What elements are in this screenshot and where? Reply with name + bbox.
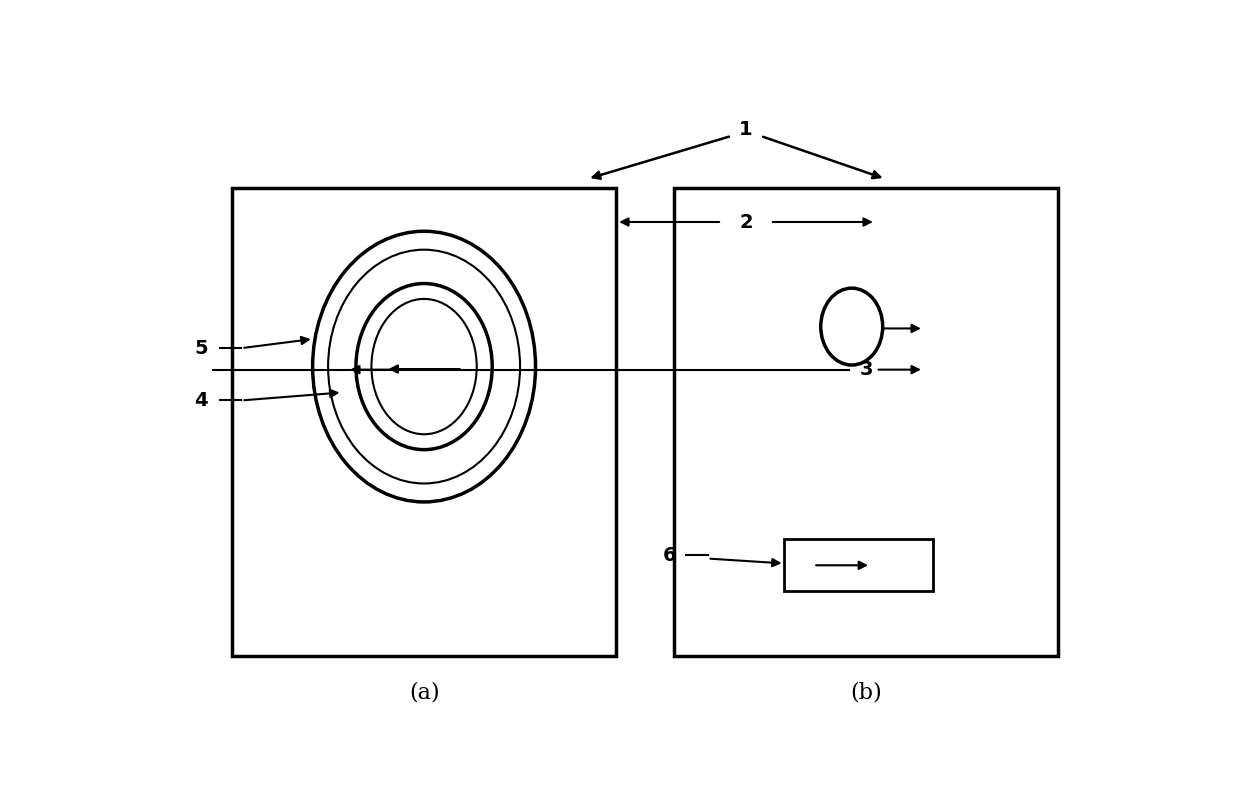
Text: 6: 6: [662, 546, 676, 565]
Text: (b): (b): [851, 682, 882, 704]
Text: 1: 1: [739, 120, 753, 139]
Text: 2: 2: [739, 213, 753, 232]
Text: 3: 3: [859, 360, 873, 380]
Text: 5: 5: [195, 339, 208, 358]
Text: (a): (a): [409, 682, 439, 704]
Text: 4: 4: [195, 391, 208, 410]
